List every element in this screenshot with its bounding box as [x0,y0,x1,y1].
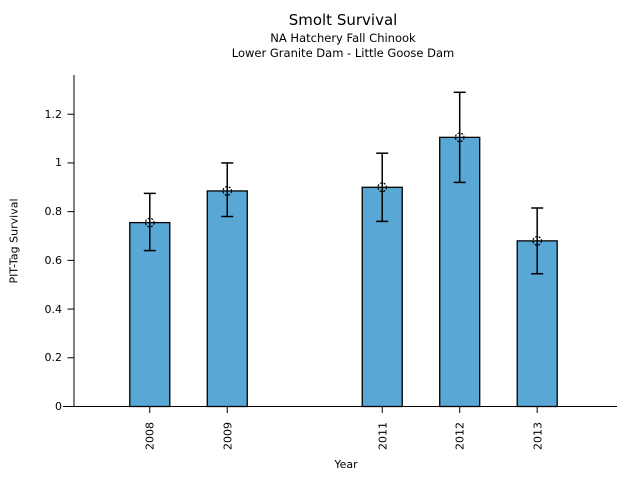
bar-2008 [129,221,171,408]
y-tick-label: 0.6 [44,253,63,267]
y-tick-label: 0.4 [44,302,63,316]
y-tick-label: 1.2 [44,107,63,121]
y-tick-label: 0.8 [44,205,63,219]
point-marker-2012 [454,132,465,143]
x-tick-label: 2009 [221,422,235,450]
point-marker-2011 [377,182,388,193]
x-tick-label: 2011 [376,422,390,450]
chart-title: Smolt Survival [288,11,398,29]
x-tick-label: 2008 [143,422,157,450]
x-axis-label: Year [334,458,358,471]
x-tick-label: 2012 [453,422,467,450]
y-tick-label: 0 [55,400,62,413]
point-marker-2013 [532,235,543,246]
point-marker-2008 [144,217,155,228]
bar-2011 [361,186,403,408]
bar-2009 [206,190,248,408]
x-tick-label: 2013 [531,422,545,450]
y-tick-label: 1 [55,156,62,170]
y-tick-label: 0.2 [44,351,63,365]
chart-subtitle-line2: Lower Granite Dam - Little Goose Dam [231,46,455,60]
chart-subtitle-line1: NA Hatchery Fall Chinook [270,31,416,45]
point-marker-2009 [222,186,233,196]
